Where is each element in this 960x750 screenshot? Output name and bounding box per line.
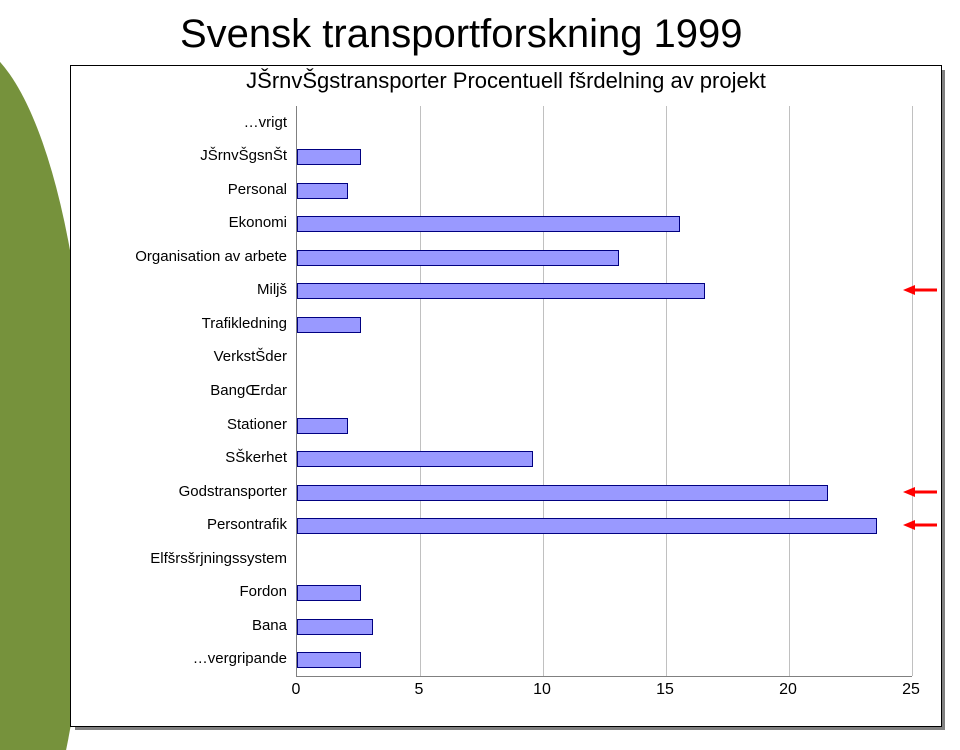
gridline — [789, 106, 790, 676]
bar — [297, 485, 828, 501]
category-label: VerkstŠder — [67, 349, 287, 365]
category-label: Godstransporter — [67, 484, 287, 500]
category-label: Ekonomi — [67, 215, 287, 231]
bar — [297, 518, 877, 534]
bar — [297, 451, 533, 467]
category-label: Fordon — [67, 584, 287, 600]
bar — [297, 418, 348, 434]
x-tick-label: 15 — [656, 681, 674, 699]
x-tick-label: 10 — [533, 681, 551, 699]
x-tick-label: 25 — [902, 681, 920, 699]
bar — [297, 183, 348, 199]
category-label: BangŒrdar — [67, 383, 287, 399]
category-label: SŠkerhet — [67, 450, 287, 466]
x-tick-label: 0 — [292, 681, 301, 699]
bar — [297, 585, 361, 601]
category-label: Stationer — [67, 417, 287, 433]
chart-frame: JŠrnvŠgstransporter Procentuell fšrdelni… — [70, 65, 942, 727]
bar — [297, 317, 361, 333]
x-tick-label: 5 — [415, 681, 424, 699]
category-label: …vergripande — [67, 651, 287, 667]
bar — [297, 283, 705, 299]
pointer-arrow-icon — [903, 284, 937, 296]
chart-subtitle: JŠrnvŠgstransporter Procentuell fšrdelni… — [71, 68, 941, 94]
bar — [297, 216, 680, 232]
gridline — [543, 106, 544, 676]
category-label: Trafikledning — [67, 316, 287, 332]
slide-root: Svensk transportforskning 1999 JŠrnvŠgst… — [0, 0, 960, 750]
category-label: JŠrnvŠgsnŠt — [67, 148, 287, 164]
category-label: Persontrafik — [67, 517, 287, 533]
bar — [297, 149, 361, 165]
pointer-arrow-icon — [903, 519, 937, 531]
category-label: Bana — [67, 618, 287, 634]
page-title: Svensk transportforskning 1999 — [180, 12, 743, 57]
bar — [297, 250, 619, 266]
bar — [297, 619, 373, 635]
category-label: Miljš — [67, 282, 287, 298]
gridline — [420, 106, 421, 676]
bar — [297, 652, 361, 668]
category-label: Elfšrsšrjningssystem — [67, 551, 287, 567]
x-tick-label: 20 — [779, 681, 797, 699]
gridline — [666, 106, 667, 676]
category-label: …vrigt — [67, 115, 287, 131]
plot-area — [296, 106, 912, 677]
category-label: Personal — [67, 182, 287, 198]
pointer-arrow-icon — [903, 486, 937, 498]
gridline — [912, 106, 913, 676]
category-label: Organisation av arbete — [67, 249, 287, 265]
